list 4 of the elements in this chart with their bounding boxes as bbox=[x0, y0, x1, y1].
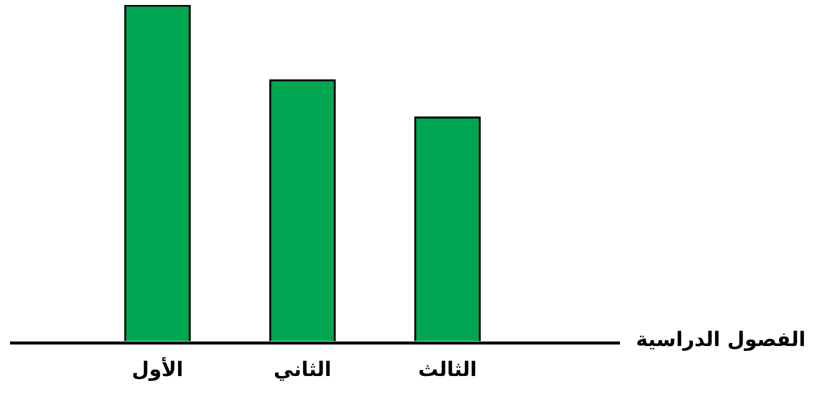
x-tick-label: الثاني bbox=[274, 357, 332, 382]
x-axis-title: الفصول الدراسية bbox=[636, 327, 806, 352]
x-tick-label: الأول bbox=[132, 357, 184, 382]
x-tick-label: الثالث bbox=[418, 357, 477, 382]
